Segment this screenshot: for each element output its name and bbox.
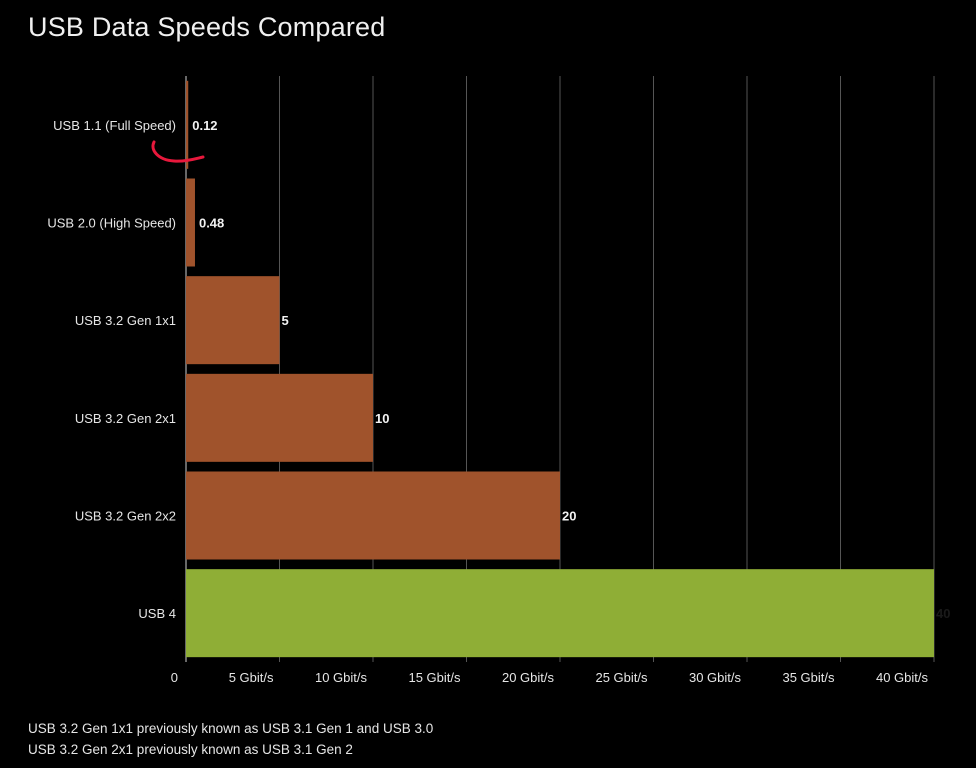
bar xyxy=(186,373,373,462)
x-tick-label: 10 Gbit/s xyxy=(315,670,368,685)
category-label: USB 3.2 Gen 1x1 xyxy=(75,313,176,328)
bar-value-label: 10 xyxy=(375,411,389,426)
x-tick-label: 40 Gbit/s xyxy=(876,670,929,685)
bar xyxy=(186,276,280,365)
x-tick-label: 25 Gbit/s xyxy=(595,670,648,685)
bars: 0.12 0.48 5 10 20 40 xyxy=(186,80,950,658)
grid-lines xyxy=(185,76,935,662)
bar-value-label: 0.12 xyxy=(192,118,217,133)
category-label: USB 4 xyxy=(138,606,176,621)
bar-value-label: 0.48 xyxy=(199,216,224,231)
bar-value-label: 40 xyxy=(936,606,950,621)
category-label: USB 3.2 Gen 2x1 xyxy=(75,411,176,426)
x-tick-label: 5 Gbit/s xyxy=(229,670,274,685)
category-labels: USB 1.1 (Full Speed) USB 2.0 (High Speed)… xyxy=(47,118,176,621)
annotations xyxy=(151,140,205,163)
bar xyxy=(186,471,560,560)
bar-value-label: 5 xyxy=(282,313,289,328)
handwritten-underline-annotation xyxy=(151,140,205,163)
footnotes: USB 3.2 Gen 1x1 previously known as USB … xyxy=(28,718,433,760)
category-label: USB 3.2 Gen 2x2 xyxy=(75,509,176,524)
bar xyxy=(186,80,189,169)
footnote: USB 3.2 Gen 1x1 previously known as USB … xyxy=(28,721,434,736)
x-tick-label: 35 Gbit/s xyxy=(782,670,835,685)
footnote: USB 3.2 Gen 2x1 previously known as USB … xyxy=(28,742,353,757)
x-axis-tick-labels: 0 5 Gbit/s 10 Gbit/s 15 Gbit/s 20 Gbit/s 25 G… xyxy=(171,670,929,685)
x-tick-label: 20 Gbit/s xyxy=(502,670,555,685)
x-tick-label: 15 Gbit/s xyxy=(408,670,461,685)
category-label: USB 2.0 (High Speed) xyxy=(47,216,176,231)
bar xyxy=(186,178,195,267)
category-label: USB 1.1 (Full Speed) xyxy=(53,118,176,133)
x-tick-label: 0 xyxy=(171,670,178,685)
x-tick-label: 30 Gbit/s xyxy=(689,670,742,685)
chart-title: USB Data Speeds Compared xyxy=(28,12,386,42)
bar-value-label: 20 xyxy=(562,509,576,524)
bar xyxy=(186,569,934,658)
